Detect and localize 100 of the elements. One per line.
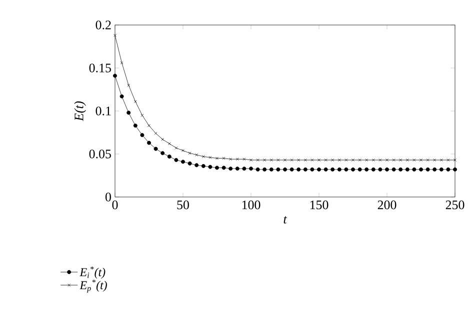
point <box>338 158 341 162</box>
point <box>276 167 280 172</box>
point <box>398 167 403 172</box>
point <box>120 94 124 98</box>
point <box>324 167 328 172</box>
point <box>270 158 273 162</box>
point <box>290 167 294 172</box>
point <box>419 167 423 172</box>
point <box>371 167 376 172</box>
point <box>215 166 219 170</box>
point <box>235 166 240 171</box>
point <box>331 158 334 162</box>
point <box>303 167 308 172</box>
point <box>337 167 342 172</box>
point <box>446 167 450 172</box>
point <box>126 110 131 115</box>
point <box>147 140 151 145</box>
point <box>154 146 158 151</box>
y-axis-title: E(t) <box>74 101 86 122</box>
point <box>426 167 430 172</box>
x-tick-label: 200 <box>378 200 396 210</box>
point <box>160 151 165 156</box>
point <box>140 133 144 138</box>
y-tick-label: 0.1 <box>96 106 111 116</box>
point <box>208 164 212 169</box>
point <box>276 158 280 162</box>
point <box>228 166 233 171</box>
point <box>439 167 444 172</box>
point <box>406 158 409 162</box>
point <box>420 158 422 162</box>
x-tick-label: 150 <box>310 200 328 210</box>
y-tick-label: 0.2 <box>96 20 111 30</box>
point <box>372 158 375 162</box>
point <box>297 158 300 162</box>
point <box>208 156 212 159</box>
point <box>385 167 389 172</box>
point <box>304 158 307 162</box>
point <box>181 160 185 164</box>
point <box>120 61 124 64</box>
point <box>201 164 206 168</box>
point <box>113 74 117 78</box>
point <box>133 124 138 128</box>
legend-label: E$_{p}$$^{*}$(t) <box>80 280 107 293</box>
point <box>174 158 178 162</box>
point <box>269 167 274 172</box>
point <box>216 156 218 160</box>
point <box>386 158 388 162</box>
point <box>256 158 260 162</box>
point <box>365 158 368 162</box>
point <box>433 158 436 162</box>
point <box>344 158 348 162</box>
point <box>318 158 320 162</box>
point <box>167 154 172 159</box>
x-axis-title: t <box>284 216 288 224</box>
point <box>392 158 396 162</box>
point <box>283 167 287 172</box>
x-tick-label: 50 <box>177 200 189 210</box>
point <box>412 167 416 172</box>
point <box>127 84 130 87</box>
point <box>202 155 205 158</box>
point <box>351 167 355 172</box>
x-tick-label: 100 <box>242 200 260 210</box>
point <box>242 166 246 171</box>
point <box>378 167 382 172</box>
point <box>310 158 314 162</box>
point <box>446 158 450 162</box>
point <box>174 146 178 150</box>
point <box>256 167 260 172</box>
point <box>250 158 252 162</box>
point <box>296 167 301 172</box>
point <box>262 167 267 172</box>
point <box>330 167 335 172</box>
point <box>364 167 369 172</box>
point <box>229 158 232 161</box>
point <box>440 158 443 162</box>
point <box>194 163 199 168</box>
point <box>182 149 184 152</box>
point <box>358 167 362 172</box>
point <box>317 167 321 172</box>
x-tick-label: 0 <box>112 200 118 210</box>
point <box>168 142 171 146</box>
point <box>324 158 328 162</box>
point <box>358 158 362 162</box>
point <box>222 166 226 170</box>
point <box>236 158 239 161</box>
point <box>426 158 430 162</box>
point <box>412 158 416 162</box>
y-tick-label: 0.05 <box>89 150 111 158</box>
legend-label: E$_{i}$$^{*}$(t) <box>80 266 106 279</box>
point <box>188 152 192 155</box>
point <box>405 167 410 172</box>
y-tick-label: 0 <box>106 192 111 202</box>
point <box>453 167 457 172</box>
point <box>392 167 396 172</box>
point <box>399 158 402 162</box>
point <box>148 124 150 128</box>
point <box>432 167 437 172</box>
point <box>154 132 158 135</box>
point <box>188 161 192 166</box>
point <box>352 158 354 162</box>
